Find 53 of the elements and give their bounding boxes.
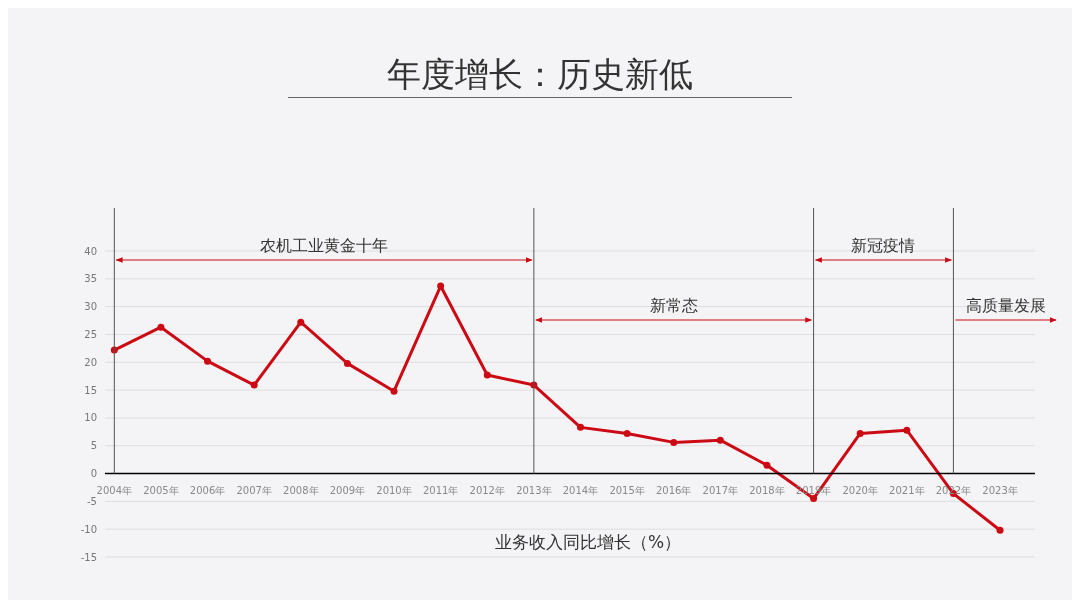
point (576, 423, 584, 431)
annotation: 农机工业黄金十年 (260, 236, 389, 255)
x-tick-label: 2011年 (422, 484, 459, 496)
x-tick-label: 2016年 (656, 484, 692, 496)
x-tick-label: 2013年 (516, 484, 552, 496)
point (623, 429, 631, 437)
x-tick-label: 2017年 (702, 484, 739, 496)
x-tick-label: 2009年 (329, 484, 366, 496)
point (157, 323, 165, 331)
point (437, 282, 445, 290)
y-tick-label: 5 (90, 440, 97, 452)
x-tick-label: 2015年 (609, 484, 645, 496)
x-tick-label: 2014年 (562, 484, 599, 496)
x-tick-label: 2020年 (842, 484, 878, 496)
x-tick-label: 2021年 (889, 484, 925, 496)
y-tick-label: 25 (84, 329, 97, 340)
x-tick-label: 2004年 (96, 484, 133, 496)
annotation: 高质量发展 (965, 296, 1046, 315)
y-tick-label: 0 (90, 468, 97, 480)
y-tick-label: 10 (84, 412, 97, 424)
y-tick-label: -10 (80, 523, 97, 535)
point (670, 438, 678, 446)
annotation: 新常态 (649, 296, 698, 315)
x-tick-label: 2007年 (236, 484, 272, 496)
point (483, 371, 491, 379)
point (390, 387, 398, 395)
chart-title: 年度增长：历史新低 (386, 53, 694, 96)
x-tick-label: 2023年 (982, 484, 1018, 496)
y-tick-label: 20 (84, 356, 97, 368)
point (343, 359, 351, 367)
point (716, 436, 724, 444)
x-axis-title: 业务收入同比增长（%） (493, 531, 683, 554)
point (856, 429, 864, 437)
point (996, 526, 1004, 534)
y-tick-label: 35 (84, 273, 97, 285)
x-tick-label: 2006年 (189, 484, 226, 496)
x-tick-label: 2008年 (283, 484, 319, 496)
x-tick-label: 2010年 (376, 484, 412, 496)
y-tick-label: 30 (84, 301, 97, 313)
y-tick-label: 15 (84, 384, 97, 396)
y-tick-label: 40 (84, 245, 97, 257)
x-tick-label: 2012年 (469, 484, 505, 496)
point (903, 426, 911, 434)
point (297, 318, 305, 326)
y-tick-label: -15 (80, 551, 97, 563)
point (810, 495, 818, 503)
x-tick-label: 2005年 (143, 484, 179, 496)
point (250, 381, 258, 389)
x-tick-label: 2018年 (749, 484, 785, 496)
y-tick-label: -5 (87, 495, 97, 507)
point (204, 357, 212, 365)
annotation: 新冠疫情 (851, 236, 916, 255)
point (763, 461, 771, 469)
